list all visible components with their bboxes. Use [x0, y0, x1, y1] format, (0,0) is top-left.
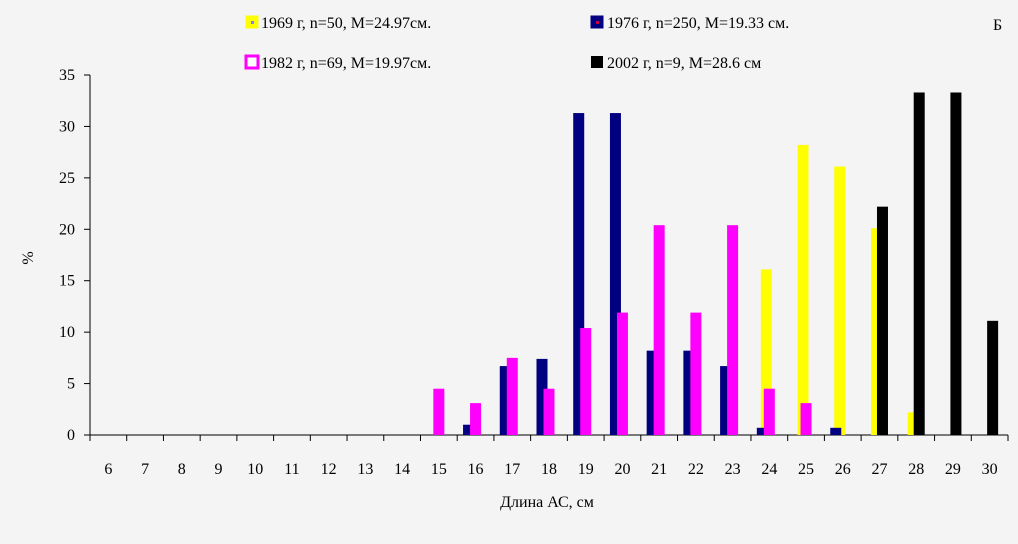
- bar-1976-23: [720, 366, 732, 435]
- x-tick-label: 7: [141, 461, 149, 478]
- panel-label: Б: [993, 17, 1002, 34]
- legend-label-2002: 2002 г, n=9, M=28.6 см: [607, 55, 761, 72]
- x-tick-label: 22: [688, 461, 704, 478]
- x-tick-label: 30: [982, 461, 998, 478]
- y-axis-label: %: [20, 251, 37, 264]
- y-tick-label: 0: [67, 427, 75, 444]
- bar-1982-18: [543, 388, 555, 435]
- x-tick-label: 12: [321, 461, 337, 478]
- x-tick-label: 16: [468, 461, 484, 478]
- bar-1969-28: [907, 412, 919, 435]
- legend-label-1982: 1982 г, n=69, M=19.97см.: [261, 55, 431, 72]
- x-tick-label: 9: [215, 461, 223, 478]
- bar-1976-17: [499, 366, 511, 435]
- bar-2002-29: [950, 92, 962, 435]
- bar-1982-22: [690, 312, 702, 435]
- x-tick-label: 6: [104, 461, 112, 478]
- bar-1982-21: [653, 225, 665, 435]
- bar-1976-19: [573, 113, 585, 436]
- bar-1976-18: [536, 358, 548, 435]
- y-tick-label: 10: [59, 324, 75, 341]
- legend-swatch-1982: [244, 54, 260, 70]
- bar-1982-23: [727, 225, 739, 435]
- bar-1976-21: [646, 350, 658, 435]
- bar-1982-19: [580, 328, 592, 435]
- x-axis-label: Длина АС, см: [500, 494, 594, 511]
- x-tick-label: 18: [541, 461, 557, 478]
- x-tick-label: 17: [504, 461, 520, 478]
- y-tick-label: 25: [59, 170, 75, 187]
- x-tick-label: 15: [431, 461, 447, 478]
- bar-1969-24: [760, 269, 772, 435]
- legend-label-1969: 1969 г, n=50, M=24.97см.: [261, 15, 431, 32]
- bar-1969-25: [797, 144, 809, 435]
- y-tick-label: 15: [59, 273, 75, 290]
- y-tick-label: 30: [59, 118, 75, 135]
- y-tick-label: 20: [59, 221, 75, 238]
- x-tick-label: 28: [908, 461, 924, 478]
- x-tick-label: 21: [651, 461, 667, 478]
- bar-2002-27: [876, 206, 888, 435]
- x-tick-label: 29: [945, 461, 961, 478]
- bar-2002-28: [913, 92, 925, 435]
- bar-1976-20: [609, 113, 621, 436]
- x-tick-label: 14: [394, 461, 410, 478]
- x-tick-label: 23: [725, 461, 741, 478]
- bar-1982-15: [433, 388, 445, 435]
- bar-1976-16: [463, 424, 475, 435]
- bar-1969-26: [834, 166, 846, 436]
- bar-1976-24: [756, 427, 768, 435]
- bar-2002-30: [987, 320, 999, 435]
- bar-1982-16: [470, 403, 482, 435]
- x-tick-label: 26: [835, 461, 851, 478]
- x-tick-label: 19: [578, 461, 594, 478]
- x-tick-label: 27: [871, 461, 887, 478]
- x-tick-label: 10: [247, 461, 263, 478]
- bar-1982-17: [506, 357, 518, 435]
- plot-area: 0 5 10 15 20 25 30 35 6 7 8 9 10 11 12 13 14 15 16 17 18 19 20…: [59, 67, 1009, 478]
- bar-1982-25: [800, 403, 812, 435]
- x-tick-label: 24: [761, 461, 777, 478]
- x-tick-label: 8: [178, 461, 186, 478]
- bar-1976-26: [830, 427, 842, 435]
- legend-swatch-2002: [591, 56, 603, 68]
- y-tick-label: 5: [67, 376, 75, 393]
- x-tick-label: 13: [357, 461, 373, 478]
- bar-1976-22: [683, 350, 695, 435]
- x-tick-label: 11: [284, 461, 299, 478]
- bar-1982-24: [763, 388, 775, 435]
- bar-1982-20: [616, 312, 628, 435]
- x-tick-label: 25: [798, 461, 814, 478]
- y-tick-label: 35: [59, 67, 75, 84]
- legend-label-1976: 1976 г, n=250, M=19.33 см.: [607, 15, 789, 32]
- bar-1969-27: [870, 228, 882, 435]
- legend: 1969 г, n=50, M=24.97см. 1976 г, n=250, …: [244, 15, 789, 72]
- x-tick-label: 20: [614, 461, 630, 478]
